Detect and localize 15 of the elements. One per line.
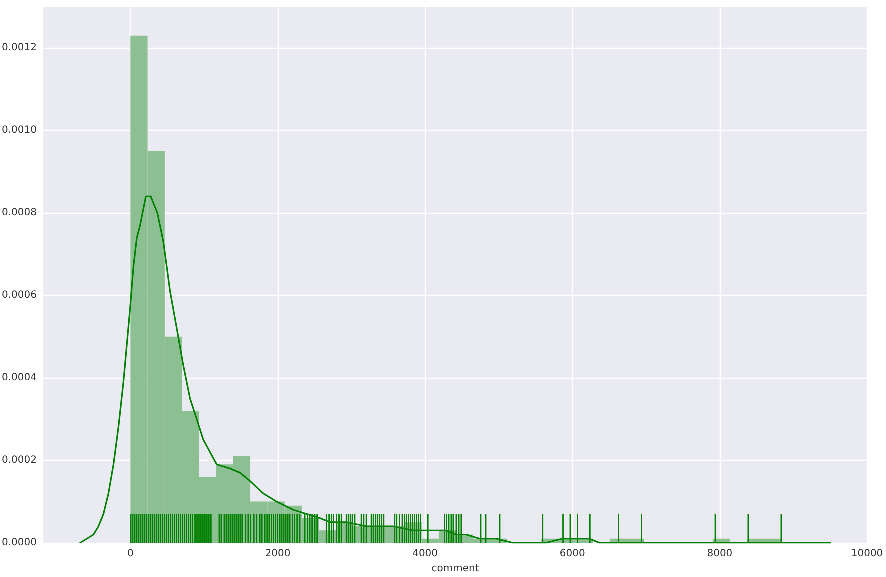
x-tick-label: 10000 [851, 548, 884, 560]
line-series [80, 196, 832, 544]
y-tick-label: 0.0008 [2, 208, 37, 219]
x-tick-label: 4000 [412, 548, 438, 560]
x-tick-label: 2000 [265, 548, 291, 560]
y-tick-label: 0.0012 [2, 42, 37, 54]
y-tick-label: 0.0002 [2, 455, 37, 466]
y-tick-label: 0.0000 [2, 538, 37, 548]
x-tick-label: 8000 [707, 548, 733, 560]
y-tick-label: 0.0010 [2, 125, 37, 136]
x-tick-label: 0 [127, 548, 134, 560]
x-tick-label: 6000 [560, 548, 586, 560]
y-tick-label: 0.0006 [2, 290, 37, 302]
x-axis-title: comment [432, 563, 480, 574]
y-tick-label: 0.0004 [2, 372, 37, 384]
